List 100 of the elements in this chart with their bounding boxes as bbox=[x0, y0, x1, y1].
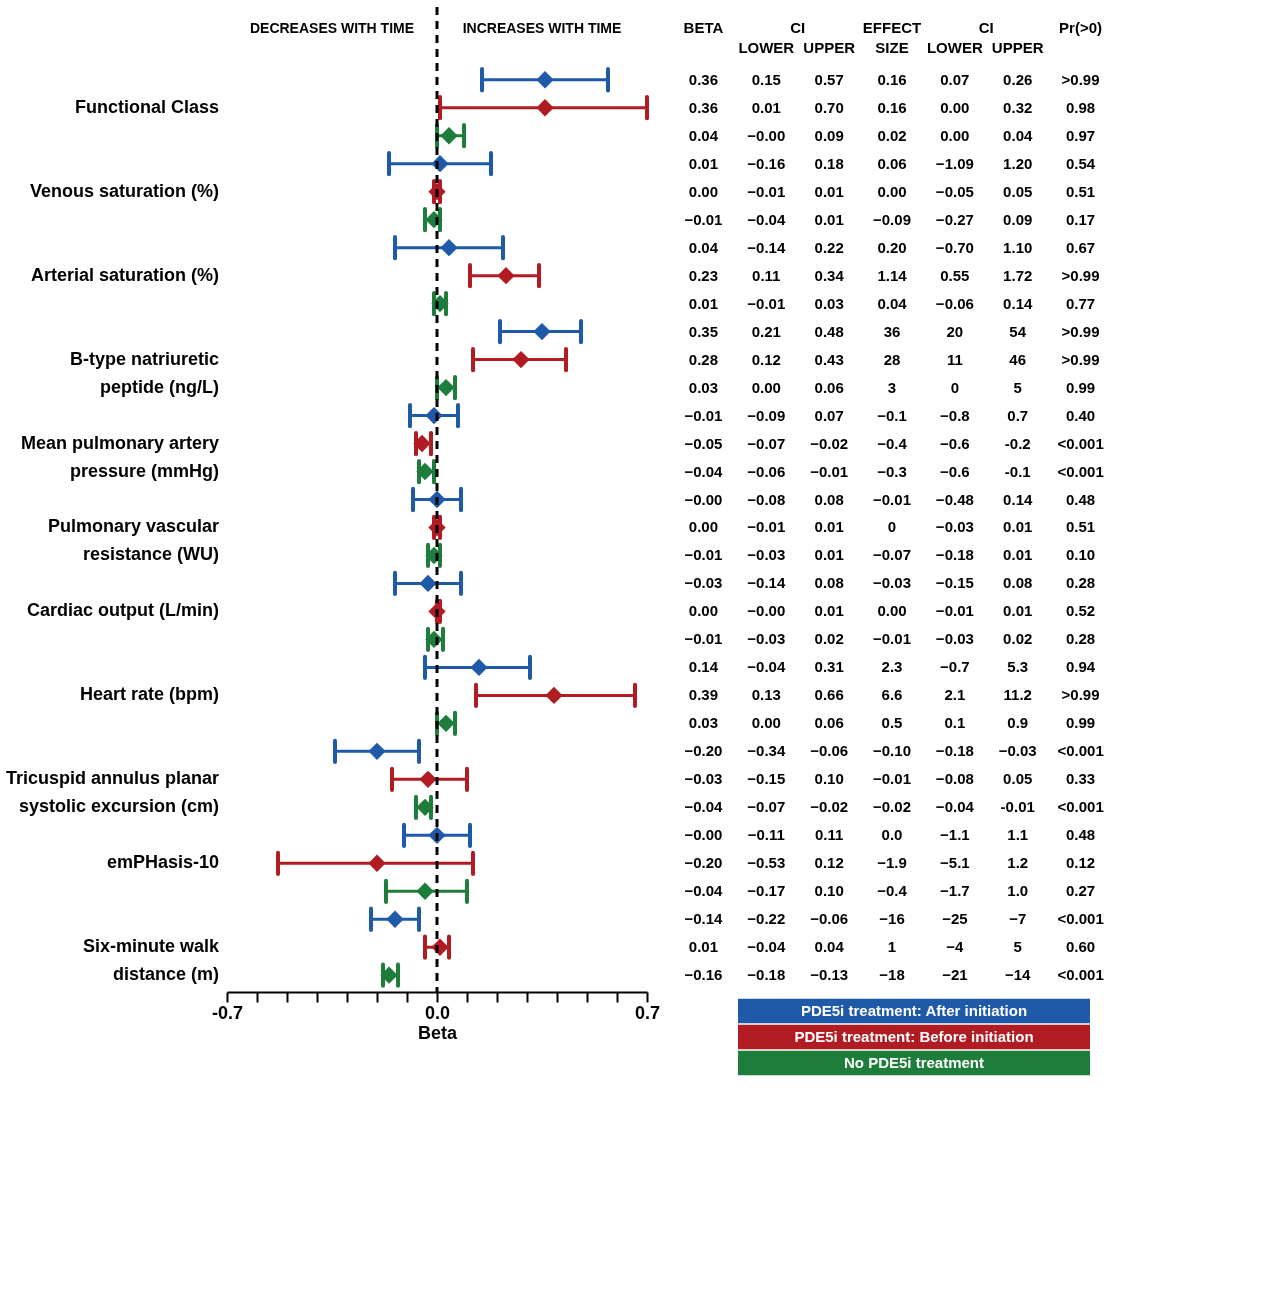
text: 0.02 bbox=[1003, 630, 1033, 648]
text: −0.03 bbox=[747, 546, 786, 564]
y-tick-label: emPHasis-10 bbox=[106, 852, 219, 873]
text: −0.02 bbox=[873, 798, 911, 816]
text: −0.10 bbox=[873, 742, 911, 760]
text: −0.14 bbox=[747, 238, 786, 256]
text: 0.28 bbox=[1065, 630, 1096, 648]
y-tick-label: Venous saturation (%) bbox=[29, 180, 219, 201]
text: >0.99 bbox=[1061, 350, 1100, 368]
text: −0.08 bbox=[747, 490, 786, 508]
text: 11.2 bbox=[1003, 686, 1032, 704]
text: 0.20 bbox=[877, 238, 907, 256]
text: 0.00 bbox=[940, 98, 970, 116]
text: 0.01 bbox=[814, 182, 844, 200]
text: −0.1 bbox=[877, 406, 907, 424]
category-label: BETA bbox=[683, 18, 724, 36]
text: 0.07 bbox=[814, 406, 844, 424]
text: −0.4 bbox=[877, 434, 907, 452]
text: −0.09 bbox=[747, 406, 786, 424]
x-tick-label: -0.7 bbox=[211, 1002, 244, 1023]
text: 1.20 bbox=[1003, 154, 1033, 172]
text: −0.6 bbox=[940, 434, 970, 452]
text: −0.07 bbox=[747, 434, 786, 452]
text: −0.03 bbox=[747, 630, 786, 648]
text: 0.14 bbox=[1003, 490, 1033, 508]
text: >0.99 bbox=[1061, 322, 1100, 340]
text: 36 bbox=[883, 322, 901, 340]
text: −0.05 bbox=[684, 434, 723, 452]
text: −0.03 bbox=[935, 630, 974, 648]
text: 0.21 bbox=[751, 322, 781, 340]
text: 0.48 bbox=[1065, 490, 1096, 508]
y-tick-label: Functional Class bbox=[74, 96, 219, 117]
text: 0.01 bbox=[1003, 518, 1033, 536]
text: −4 bbox=[946, 938, 964, 956]
text: 0.99 bbox=[1065, 714, 1096, 732]
text: 0.00 bbox=[877, 602, 907, 620]
text: −1.7 bbox=[940, 882, 970, 900]
text: 0.11 bbox=[814, 826, 844, 844]
text: 0.08 bbox=[1003, 574, 1033, 592]
x-tick-label: 0.0 bbox=[424, 1002, 451, 1023]
text: 0.00 bbox=[877, 182, 907, 200]
text: −0.15 bbox=[935, 574, 974, 592]
text: −7 bbox=[1009, 910, 1027, 928]
text: 0 bbox=[887, 518, 897, 536]
text: −0.16 bbox=[747, 154, 786, 172]
text: 0.10 bbox=[814, 770, 844, 788]
text: 0.12 bbox=[1065, 854, 1096, 872]
text: 0.01 bbox=[814, 210, 844, 228]
text: −0.02 bbox=[810, 798, 849, 816]
text: −0.06 bbox=[810, 742, 849, 760]
text: −0.09 bbox=[873, 210, 911, 228]
text: −0.03 bbox=[998, 742, 1037, 760]
text: −0.01 bbox=[684, 210, 723, 228]
text: −0.04 bbox=[684, 798, 723, 816]
text: <0.001 bbox=[1057, 910, 1104, 928]
text: <0.001 bbox=[1057, 462, 1104, 480]
y-tick-label: Mean pulmonary artery pressure (mmHg) bbox=[20, 432, 219, 481]
text: 1.10 bbox=[1003, 238, 1033, 256]
text: 0.28 bbox=[1065, 574, 1096, 592]
text: −0.01 bbox=[684, 630, 723, 648]
text: −18 bbox=[879, 966, 905, 984]
text: 46 bbox=[1009, 350, 1027, 368]
text: No PDE5i treatment bbox=[843, 1054, 985, 1071]
text: −0.00 bbox=[747, 602, 786, 620]
text: 0.06 bbox=[814, 714, 844, 732]
text: 0.12 bbox=[751, 350, 781, 368]
text: 0.43 bbox=[814, 350, 844, 368]
text: -0.2 bbox=[1004, 434, 1031, 452]
text: <0.001 bbox=[1057, 798, 1104, 816]
text: −0.03 bbox=[684, 770, 723, 788]
text: −0.06 bbox=[935, 294, 974, 312]
text: −0.01 bbox=[935, 602, 974, 620]
text: 0.98 bbox=[1065, 98, 1096, 116]
text: −0.14 bbox=[747, 574, 786, 592]
text: 0.35 bbox=[688, 322, 719, 340]
text: −1.9 bbox=[877, 854, 907, 872]
text: 0.14 bbox=[1003, 294, 1033, 312]
text: −0.70 bbox=[935, 238, 974, 256]
text: −0.20 bbox=[684, 854, 723, 872]
text: −0.04 bbox=[935, 798, 974, 816]
text: −0.53 bbox=[747, 854, 786, 872]
text: 0.01 bbox=[1003, 602, 1033, 620]
text: 3 bbox=[887, 378, 897, 396]
text: 0.05 bbox=[1003, 770, 1033, 788]
text: 0.54 bbox=[1065, 154, 1096, 172]
text: 0.26 bbox=[1003, 70, 1033, 88]
text: 1.1 bbox=[1007, 826, 1029, 844]
text: 1.14 bbox=[877, 266, 907, 284]
text: −0.05 bbox=[935, 182, 974, 200]
text: −14 bbox=[1004, 966, 1031, 984]
text: 0.66 bbox=[814, 686, 844, 704]
text: 28 bbox=[883, 350, 901, 368]
text: −0.14 bbox=[684, 910, 723, 928]
text: 0.11 bbox=[752, 266, 781, 284]
text: −0.01 bbox=[873, 490, 911, 508]
y-tick-label: Heart rate (bpm) bbox=[79, 684, 219, 705]
text: -0.1 bbox=[1004, 462, 1031, 480]
text: 0.13 bbox=[751, 686, 781, 704]
text: −0.34 bbox=[747, 742, 786, 760]
text: 0.51 bbox=[1065, 518, 1096, 536]
